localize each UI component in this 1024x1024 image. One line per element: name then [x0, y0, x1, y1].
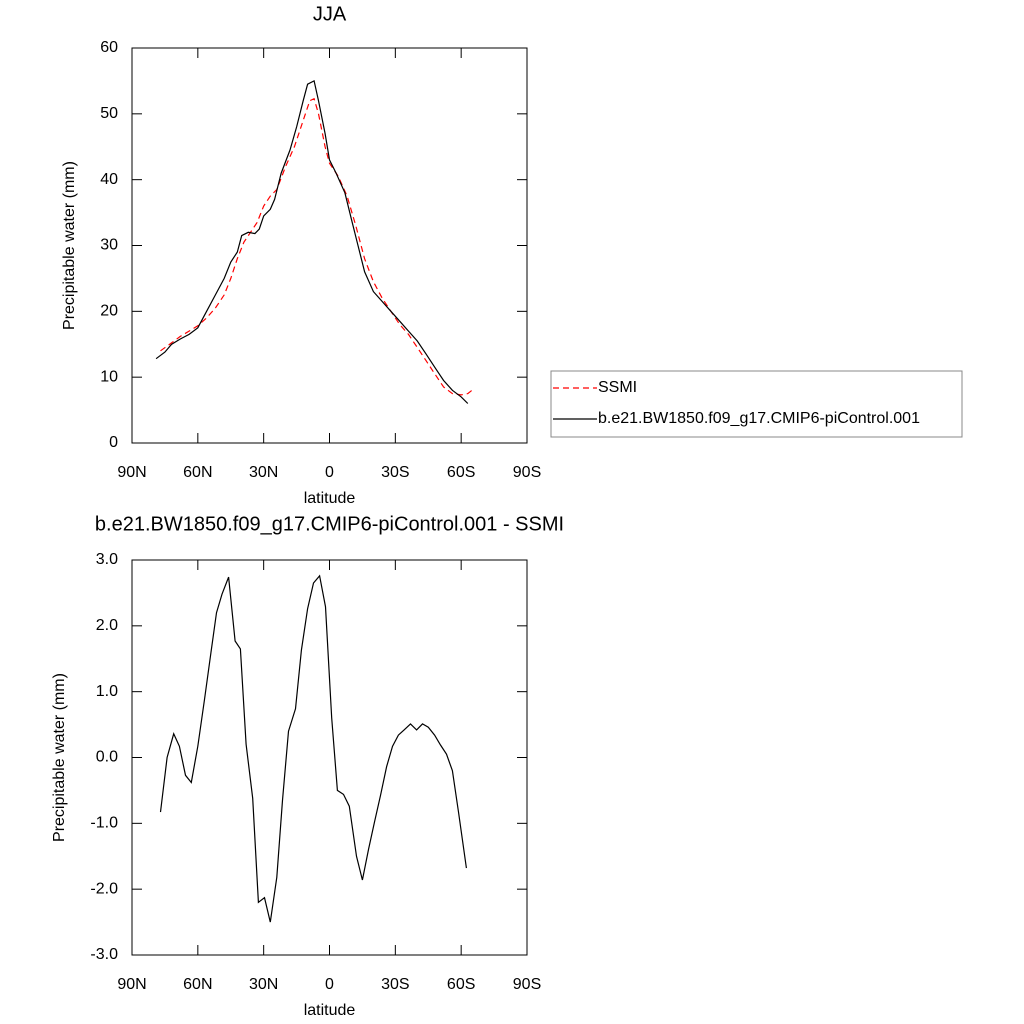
y-tick-label: 0.0: [96, 749, 118, 766]
x-tick-label: 90S: [513, 976, 541, 993]
y-tick-label: 0: [109, 434, 118, 451]
y-tick-label: 20: [100, 303, 118, 320]
y-tick-label: 60: [100, 39, 118, 56]
x-tick-label: 90S: [513, 464, 541, 481]
x-tick-label: 60S: [447, 976, 475, 993]
x-tick-label: 30S: [381, 464, 409, 481]
data-line: [159, 574, 467, 923]
x-axis-label: latitude: [304, 1002, 356, 1019]
x-tick-label: 60S: [447, 464, 475, 481]
x-tick-label: 60N: [183, 976, 212, 993]
x-tick-label: 30N: [249, 976, 278, 993]
plot-frame: [131, 47, 528, 444]
x-axis-label: latitude: [304, 490, 356, 507]
y-axis-label: Precipitable water (mm): [61, 161, 78, 330]
x-tick-label: 30S: [381, 976, 409, 993]
x-tick-label: 60N: [183, 464, 212, 481]
legend-label: SSMI: [598, 379, 637, 396]
y-tick-label: 50: [100, 105, 118, 122]
x-tick-label: 0: [325, 464, 334, 481]
legend-label: b.e21.BW1850.f09_g17.CMIP6-piControl.001: [598, 410, 920, 427]
legend-box: [550, 370, 963, 438]
y-tick-label: 1.0: [96, 683, 118, 700]
y-tick-label: -3.0: [90, 946, 118, 963]
y-tick-label: -1.0: [90, 815, 118, 832]
y-tick-label: 2.0: [96, 617, 118, 634]
y-tick-label: -2.0: [90, 880, 118, 897]
y-tick-label: 30: [100, 237, 118, 254]
data-line: [160, 97, 475, 396]
y-tick-label: 40: [100, 171, 118, 188]
y-tick-label: 10: [100, 368, 118, 385]
x-tick-label: 0: [325, 976, 334, 993]
chart-title: JJA: [313, 3, 347, 25]
plot-frame: [131, 559, 528, 956]
x-tick-label: 90N: [117, 976, 146, 993]
x-tick-label: 30N: [249, 464, 278, 481]
y-axis-label: Precipitable water (mm): [51, 673, 68, 842]
chart-title: b.e21.BW1850.f09_g17.CMIP6-piControl.001…: [95, 513, 564, 535]
data-line: [155, 80, 469, 404]
x-tick-label: 90N: [117, 464, 146, 481]
y-tick-label: 3.0: [96, 551, 118, 568]
